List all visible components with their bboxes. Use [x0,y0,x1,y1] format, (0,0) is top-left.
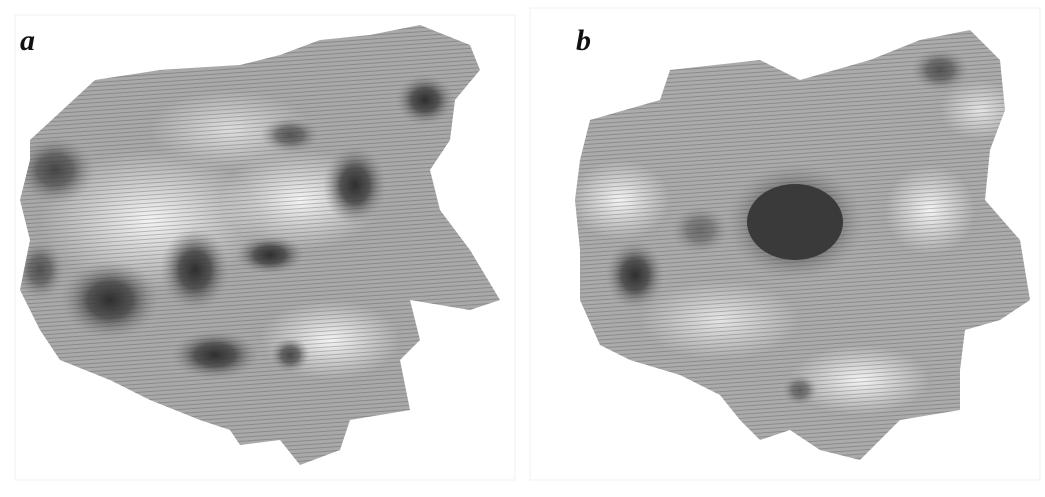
figure: a b [0,0,1045,497]
page: a b (() => { const data = JSON.parse(doc… [0,0,1045,497]
panel-label: a [20,24,35,57]
panel-label: b [576,24,591,57]
